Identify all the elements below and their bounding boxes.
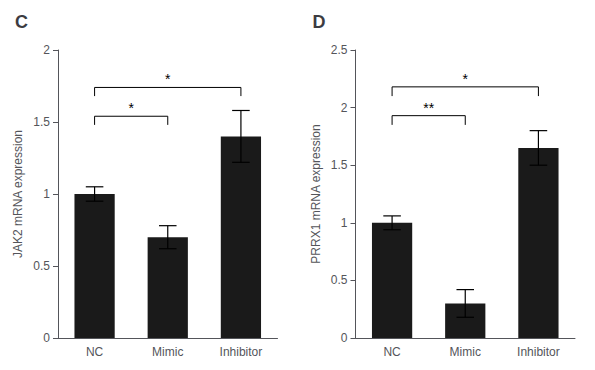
svg-text:*: * bbox=[165, 71, 171, 87]
svg-text:1.5: 1.5 bbox=[33, 115, 50, 129]
svg-text:2: 2 bbox=[43, 43, 50, 57]
svg-text:1.5: 1.5 bbox=[331, 158, 348, 172]
svg-text:JAK2 mRNA expression: JAK2 mRNA expression bbox=[11, 130, 25, 258]
svg-text:0: 0 bbox=[341, 331, 348, 345]
svg-text:**: ** bbox=[423, 100, 434, 116]
svg-text:2.5: 2.5 bbox=[331, 43, 348, 57]
svg-text:1: 1 bbox=[341, 216, 348, 230]
svg-text:1: 1 bbox=[43, 187, 50, 201]
svg-text:NC: NC bbox=[86, 345, 104, 359]
svg-text:PRRX1 mRNA expression: PRRX1 mRNA expression bbox=[309, 124, 323, 263]
svg-text:Mimic: Mimic bbox=[450, 345, 481, 359]
svg-text:Inhibitor: Inhibitor bbox=[220, 345, 263, 359]
svg-text:2: 2 bbox=[341, 101, 348, 115]
svg-text:0: 0 bbox=[43, 331, 50, 345]
svg-text:NC: NC bbox=[383, 345, 401, 359]
svg-text:C: C bbox=[15, 12, 28, 32]
svg-text:0.5: 0.5 bbox=[33, 259, 50, 273]
svg-text:*: * bbox=[128, 100, 134, 116]
svg-text:Mimic: Mimic bbox=[152, 345, 183, 359]
svg-text:D: D bbox=[313, 12, 326, 32]
svg-text:0.5: 0.5 bbox=[331, 273, 348, 287]
svg-text:*: * bbox=[463, 71, 469, 87]
svg-text:Inhibitor: Inhibitor bbox=[517, 345, 560, 359]
